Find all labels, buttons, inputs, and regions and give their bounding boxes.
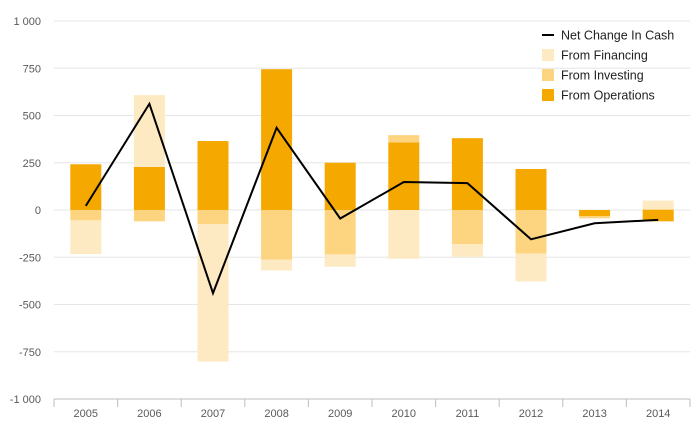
bar-from-investing-2011[interactable] xyxy=(451,210,483,245)
bar-from-operations-2008[interactable] xyxy=(261,69,293,210)
bar-from-investing-2012[interactable] xyxy=(515,210,547,254)
y-axis-tick-labels: -1 000 -750 -500 -250 0 250 500 750 1 000 xyxy=(10,16,41,406)
y-tick-label: 750 xyxy=(23,63,41,75)
x-tick-label: 2011 xyxy=(456,408,480,420)
bar-from-investing-2013[interactable] xyxy=(579,216,611,219)
net-change-line xyxy=(84,101,659,297)
bar-from-financing-2011[interactable] xyxy=(451,244,483,257)
y-tick-label: 0 xyxy=(35,205,41,217)
legend-label-financing: From Financing xyxy=(561,49,648,63)
legend-label-operations: From Operations xyxy=(561,89,655,103)
bar-from-financing-2009[interactable] xyxy=(324,254,356,267)
x-tick-label: 2005 xyxy=(74,408,98,420)
legend-item-investing[interactable]: From Investing xyxy=(542,69,644,83)
x-tick-label: 2014 xyxy=(646,408,670,420)
bar-from-financing-2008[interactable] xyxy=(261,259,293,271)
net-change-polyline[interactable] xyxy=(84,101,659,297)
bar-from-investing-2006[interactable] xyxy=(133,210,165,222)
bar-from-financing-2010[interactable] xyxy=(388,210,420,259)
y-tick-label: 1 000 xyxy=(13,16,41,28)
y-tick-label: 250 xyxy=(23,158,41,170)
bar-from-operations-2007[interactable] xyxy=(197,141,229,210)
bar-from-financing-2012[interactable] xyxy=(515,253,547,282)
bar-from-investing-2009[interactable] xyxy=(324,210,356,255)
bar-from-investing-2008[interactable] xyxy=(261,210,293,260)
x-tick-label: 2010 xyxy=(392,408,416,420)
legend-swatch-investing xyxy=(542,69,554,81)
x-tick-label: 2012 xyxy=(519,408,543,420)
y-tick-label: 500 xyxy=(23,111,41,123)
y-tick-label: -750 xyxy=(19,347,41,359)
bar-from-investing-2014[interactable] xyxy=(642,209,674,210)
y-tick-label: -500 xyxy=(19,300,41,312)
legend-swatch-operations xyxy=(542,89,554,101)
bar-from-operations-2005[interactable] xyxy=(70,164,102,210)
x-tick-label: 2006 xyxy=(137,408,161,420)
legend-label-investing: From Investing xyxy=(561,69,644,83)
x-tick-label: 2008 xyxy=(264,408,288,420)
bar-from-operations-2014[interactable] xyxy=(642,210,674,222)
bar-from-financing-2014[interactable] xyxy=(642,200,674,210)
bar-from-operations-2006[interactable] xyxy=(133,166,165,210)
bar-from-financing-2005[interactable] xyxy=(70,220,102,255)
x-axis xyxy=(53,398,691,407)
bar-from-investing-2005[interactable] xyxy=(70,210,102,221)
bar-from-investing-2007[interactable] xyxy=(197,210,229,225)
x-tick-label: 2007 xyxy=(201,408,225,420)
x-tick-label: 2013 xyxy=(582,408,606,420)
legend-item-net-change[interactable]: Net Change In Cash xyxy=(542,29,674,43)
legend-swatch-financing xyxy=(542,49,554,61)
bar-from-financing-2006[interactable] xyxy=(133,95,165,167)
legend-label-net-change: Net Change In Cash xyxy=(561,29,674,43)
y-tick-label: -1 000 xyxy=(10,394,41,406)
legend-item-financing[interactable]: From Financing xyxy=(542,49,648,63)
legend-item-operations[interactable]: From Operations xyxy=(542,89,655,103)
bar-from-operations-2012[interactable] xyxy=(515,168,547,210)
bar-from-operations-2010[interactable] xyxy=(388,142,420,210)
bar-series xyxy=(70,69,674,362)
x-axis-tick-labels: 2005 2006 2007 2008 2009 2010 2011 2012 2013 2014 xyxy=(74,408,671,420)
x-tick-label: 2009 xyxy=(328,408,352,420)
bar-from-operations-2013[interactable] xyxy=(579,210,611,217)
bar-from-investing-2010[interactable] xyxy=(388,135,420,143)
legend: Net Change In Cash From Financing From I… xyxy=(542,29,674,103)
bar-from-operations-2011[interactable] xyxy=(451,138,483,210)
y-tick-label: -250 xyxy=(19,252,41,264)
